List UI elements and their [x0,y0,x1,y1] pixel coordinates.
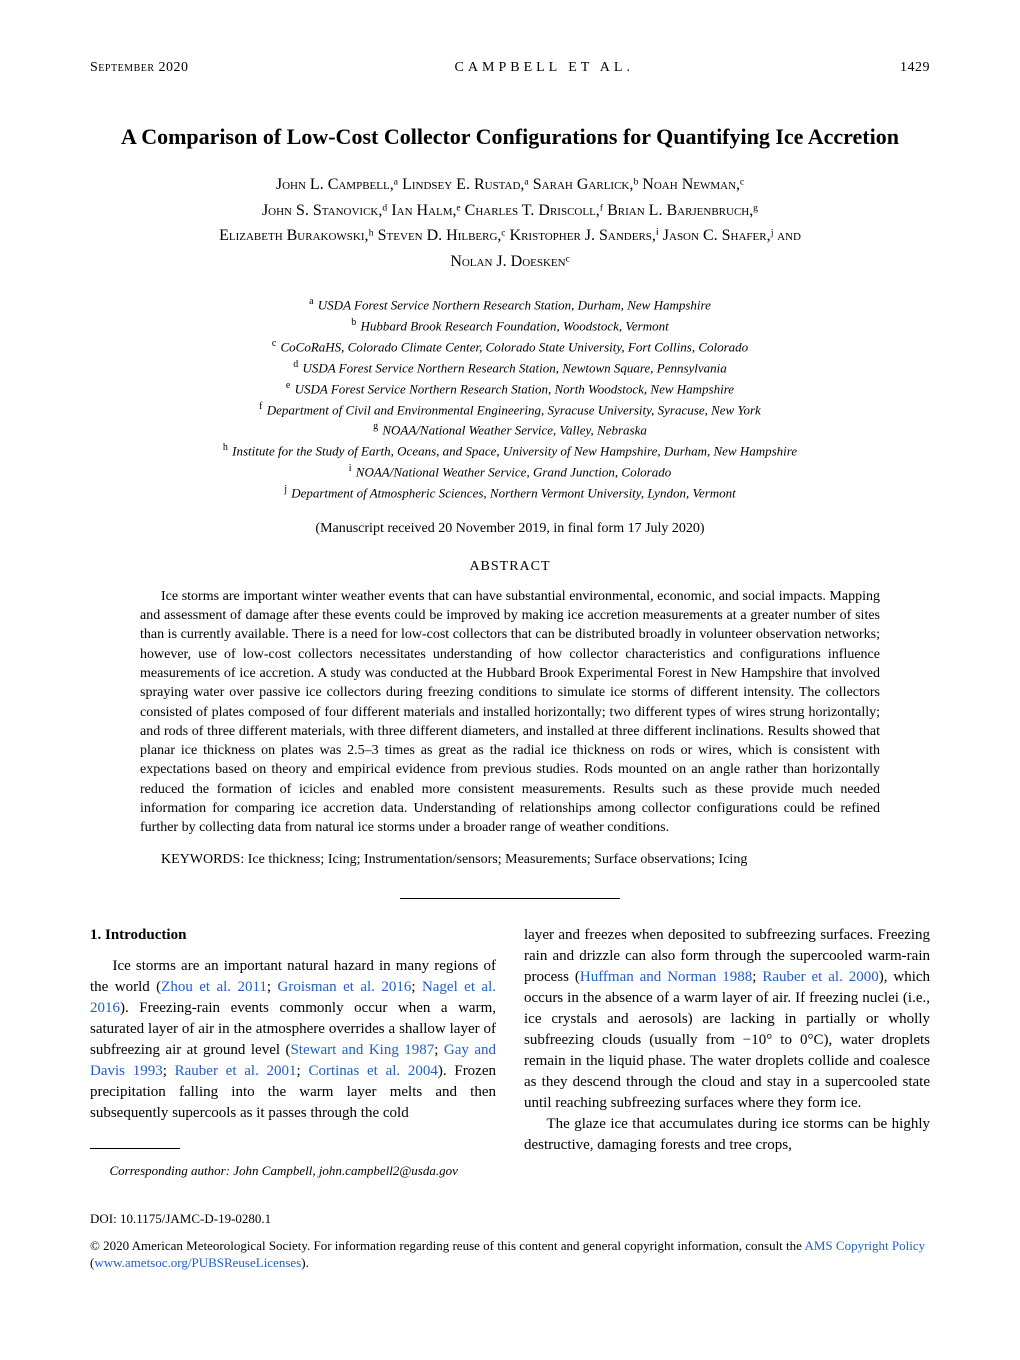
divider-rule [400,898,620,899]
section-heading: 1. Introduction [90,925,496,946]
affiliation-a: a USDA Forest Service Northern Research … [90,294,930,315]
affiliation-d: d USDA Forest Service Northern Research … [90,357,930,378]
affiliation-f: f Department of Civil and Environmental … [90,399,930,420]
affiliation-h: h Institute for the Study of Earth, Ocea… [90,440,930,461]
citation-link[interactable]: Zhou et al. 2011 [161,979,267,995]
affiliation-i: i NOAA/National Weather Service, Grand J… [90,461,930,482]
citation-link[interactable]: Groisman et al. 2016 [278,979,412,995]
abstract-heading: ABSTRACT [90,559,930,575]
citation-link[interactable]: Cortinas et al. 2004 [308,1063,437,1079]
footnote-text: : John Campbell, john.campbell2@usda.gov [226,1163,458,1178]
body-columns: 1. Introduction Ice storms are an import… [90,925,930,1193]
column-right: layer and freezes when deposited to subf… [524,925,930,1193]
abstract-body: Ice storms are important winter weather … [140,587,880,838]
footnote-rule [90,1148,180,1149]
page-number: 1429 [900,60,930,76]
intro-para-1-cont: layer and freezes when deposited to subf… [524,925,930,1114]
article-title: A Comparison of Low-Cost Collector Confi… [90,124,930,150]
keywords-label: KEYWORDS: [161,852,248,867]
author-line-3: Elizabeth Burakowski,ʰ Steven D. Hilberg… [90,223,930,249]
citation-link[interactable]: Rauber et al. 2000 [762,969,878,985]
keywords: KEYWORDS: Ice thickness; Icing; Instrume… [140,852,880,868]
affiliation-j: j Department of Atmospheric Sciences, No… [90,482,930,503]
author-line-4: Nolan J. Doeskenᶜ [90,249,930,275]
author-line-1: John L. Campbell,ᵃ Lindsey E. Rustad,ᵃ S… [90,172,930,198]
author-block: John L. Campbell,ᵃ Lindsey E. Rustad,ᵃ S… [90,172,930,274]
running-month: September 2020 [90,60,189,76]
citation-link[interactable]: Stewart and King 1987 [290,1042,434,1058]
manuscript-dates: (Manuscript received 20 November 2019, i… [90,521,930,537]
copyright-notice: © 2020 American Meteorological Society. … [90,1237,930,1272]
intro-para-2: The glaze ice that accumulates during ic… [524,1114,930,1156]
footnote-label: Corresponding author [110,1163,226,1178]
keywords-text: Ice thickness; Icing; Instrumentation/se… [248,852,748,867]
corresponding-author: Corresponding author: John Campbell, joh… [90,1162,496,1180]
citation-link[interactable]: Huffman and Norman 1988 [580,969,752,985]
author-line-2: John S. Stanovick,ᵈ Ian Halm,ᵉ Charles T… [90,198,930,224]
intro-para-1: Ice storms are an important natural haza… [90,956,496,1124]
affiliation-b: b Hubbard Brook Research Foundation, Woo… [90,315,930,336]
affiliation-e: e USDA Forest Service Northern Research … [90,378,930,399]
doi: DOI: 10.1175/JAMC-D-19-0280.1 [90,1211,930,1227]
copyright-policy-link[interactable]: AMS Copyright Policy [804,1238,925,1253]
affiliation-g: g NOAA/National Weather Service, Valley,… [90,419,930,440]
column-left: 1. Introduction Ice storms are an import… [90,925,496,1193]
reuse-licenses-link[interactable]: www.ametsoc.org/PUBSReuseLicenses [94,1255,301,1270]
affiliations: a USDA Forest Service Northern Research … [90,294,930,502]
affiliation-c: c CoCoRaHS, Colorado Climate Center, Col… [90,336,930,357]
running-authors: CAMPBELL ET AL. [455,60,634,76]
running-head: September 2020 CAMPBELL ET AL. 1429 [90,60,930,76]
citation-link[interactable]: Rauber et al. 2001 [175,1063,297,1079]
